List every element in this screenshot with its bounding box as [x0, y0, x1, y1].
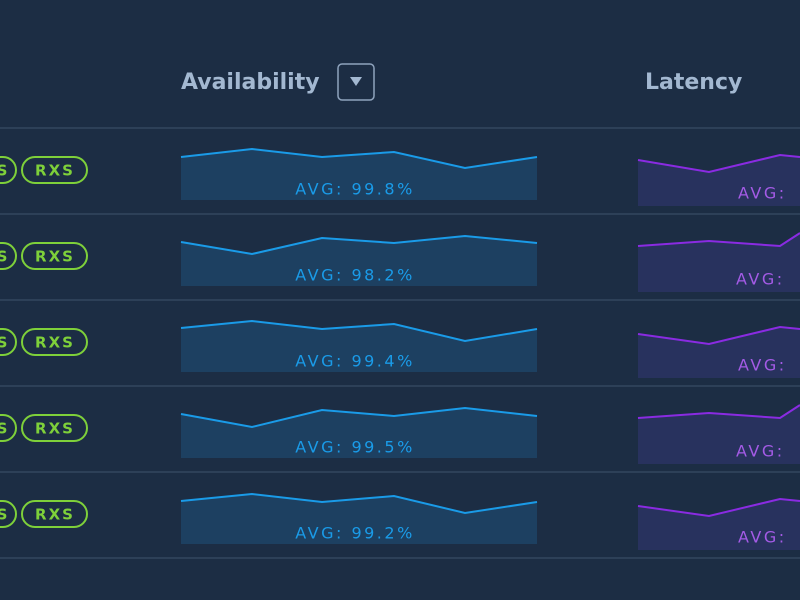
column-header: Availability	[181, 70, 320, 95]
sparkline	[180, 234, 538, 256]
average-label: AVG:	[736, 442, 785, 461]
sparkline-area	[181, 236, 537, 286]
average-label: AVG: 99.8%	[295, 180, 415, 199]
sparkline-area	[181, 321, 537, 372]
sparkline	[180, 147, 538, 170]
dropdown-box[interactable]	[337, 63, 375, 101]
tag-label: RXS	[35, 420, 75, 438]
tag-pill	[0, 242, 17, 270]
sparkline-area	[638, 233, 800, 292]
tag-pill	[21, 500, 88, 528]
sparkline	[637, 232, 800, 248]
tag-label: RXS	[35, 162, 75, 180]
average-label: AVG:	[736, 270, 785, 289]
average-label: AVG:	[738, 528, 787, 547]
tag-label: S	[0, 334, 9, 352]
sparkline-area	[181, 149, 537, 200]
tag-label: RXS	[35, 248, 75, 266]
tag-label: S	[0, 162, 9, 180]
tag-pill	[0, 156, 17, 184]
sparkline-area	[181, 494, 537, 544]
sparkline	[637, 497, 800, 518]
dropdown-arrow[interactable]	[350, 77, 362, 86]
tag-label: S	[0, 420, 9, 438]
tag-pill	[0, 414, 17, 442]
tag-pill	[0, 328, 17, 356]
column-header: Latency	[645, 70, 742, 95]
average-label: AVG: 99.4%	[295, 352, 415, 371]
sparkline	[180, 406, 538, 429]
tag-pill	[21, 328, 88, 356]
tag-label: S	[0, 506, 9, 524]
average-label: AVG:	[738, 356, 787, 375]
sparkline	[637, 153, 800, 174]
tag-pill	[0, 500, 17, 528]
tag-label: RXS	[35, 334, 75, 352]
dropdown[interactable]	[337, 63, 375, 101]
tag-pill	[21, 242, 88, 270]
sparkline	[637, 404, 800, 420]
sparkline	[637, 325, 800, 346]
sparkline	[180, 492, 538, 515]
average-label: AVG:	[738, 184, 787, 203]
average-label: AVG: 98.2%	[295, 266, 415, 285]
sparkline-area	[638, 405, 800, 464]
average-label: AVG: 99.2%	[295, 524, 415, 543]
sparkline	[180, 319, 538, 343]
sparkline-area	[181, 408, 537, 458]
tag-label: S	[0, 248, 9, 266]
tag-label: RXS	[35, 506, 75, 524]
tag-pill	[21, 414, 88, 442]
tag-pill	[21, 156, 88, 184]
average-label: AVG: 99.5%	[295, 438, 415, 457]
